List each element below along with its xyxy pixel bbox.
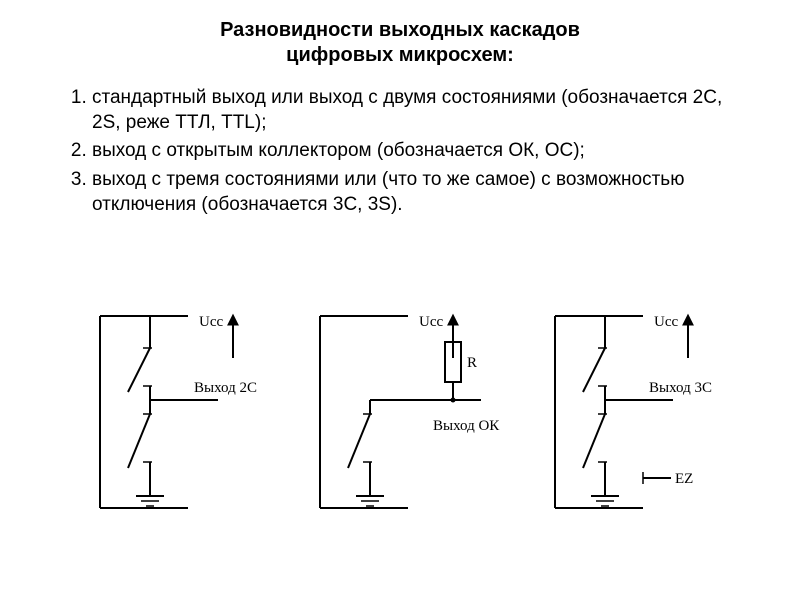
- list-item: стандартный выход или выход с двумя сост…: [92, 86, 740, 135]
- svg-text:Uсс: Uсс: [199, 314, 223, 330]
- svg-text:Выход 2С: Выход 2С: [194, 380, 257, 396]
- svg-text:Выход ОК: Выход ОК: [433, 418, 500, 434]
- page-title: Разновидности выходных каскадов цифровых…: [40, 18, 760, 68]
- circuit-diagrams: Uсс Выход 2С R Uсс Выход ОК Uсс Выход 3С EZ: [0, 308, 800, 518]
- diagram-svg: Uсс Выход 2С R Uсс Выход ОК Uсс Выход 3С EZ: [0, 308, 800, 518]
- list-item: выход с открытым коллектором (обозначает…: [92, 139, 740, 164]
- svg-text:EZ: EZ: [675, 471, 693, 487]
- svg-text:R: R: [467, 355, 477, 371]
- list-item: выход с тремя состояниями или (что то же…: [92, 168, 740, 217]
- output-types-list: стандартный выход или выход с двумя сост…: [70, 86, 760, 217]
- title-line-1: Разновидности выходных каскадов: [220, 19, 580, 41]
- svg-text:Выход 3С: Выход 3С: [649, 380, 712, 396]
- svg-text:Uсс: Uсс: [419, 314, 443, 330]
- title-line-2: цифровых микросхем:: [286, 44, 514, 66]
- svg-text:Uсс: Uсс: [654, 314, 678, 330]
